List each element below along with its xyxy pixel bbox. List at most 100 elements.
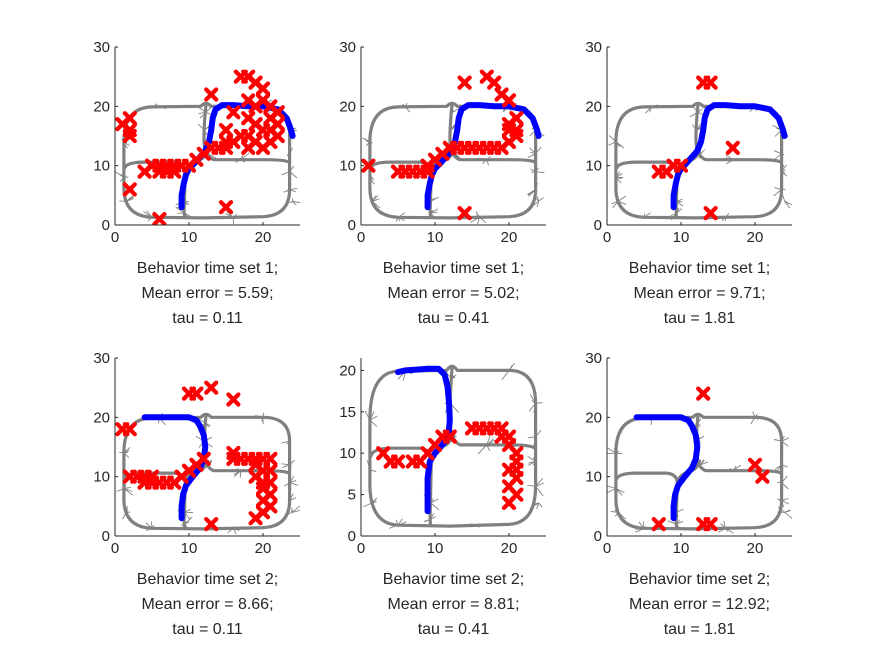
maze-texture-stroke: [774, 464, 782, 470]
true-trajectory-line: [141, 414, 209, 522]
plot-content: [115, 380, 300, 535]
maze-texture-stroke: [145, 527, 153, 531]
maze-texture-stroke: [369, 141, 373, 144]
maze-texture: [362, 100, 545, 225]
maze-texture-stroke: [283, 188, 290, 193]
maze-texture-stroke: [676, 520, 684, 525]
maze-texture-stroke: [644, 106, 652, 114]
maze-texture-stroke: [607, 447, 617, 454]
maze-texture-stroke: [538, 502, 543, 508]
maze-texture-stroke: [184, 523, 188, 530]
maze-texture-stroke: [430, 502, 440, 511]
maze-texture-stroke: [125, 509, 129, 513]
maze-texture-stroke: [365, 141, 371, 147]
x-tick-label: 20: [747, 540, 764, 557]
maze-texture-stroke: [718, 527, 726, 533]
y-tick-label: 5: [348, 487, 356, 504]
maze-texture-stroke: [773, 189, 782, 197]
y-tick-label: 30: [93, 39, 110, 56]
maze-texture-stroke: [635, 527, 645, 533]
maze-texture-stroke: [198, 111, 207, 115]
maze-texture-stroke: [369, 417, 372, 421]
maze-texture-stroke: [527, 461, 536, 466]
maze-texture-stroke: [532, 457, 536, 462]
maze-texture-stroke: [289, 200, 293, 204]
maze-texture-stroke: [368, 177, 371, 183]
maze-texture-stroke: [207, 153, 216, 159]
maze-texture-stroke: [289, 165, 295, 172]
maze-texture-stroke: [527, 436, 536, 439]
maze-texture-stroke: [405, 106, 411, 113]
x-tick-label: 20: [255, 229, 272, 246]
maze-texture-stroke: [784, 200, 788, 203]
maze-texture-stroke: [125, 195, 134, 202]
decoded-point-marker: [703, 517, 718, 532]
maze-texture-stroke: [123, 484, 127, 489]
maze-texture-stroke: [670, 212, 677, 221]
maze-texture-stroke: [184, 512, 191, 520]
maze-texture-stroke: [754, 414, 758, 418]
maze-texture-stroke: [779, 475, 783, 483]
maze-texture-stroke: [643, 212, 651, 218]
decoded-point-marker: [218, 122, 234, 138]
maze-texture-stroke: [638, 215, 645, 218]
maze-texture-stroke: [395, 217, 399, 222]
maze-texture-stroke: [693, 106, 699, 113]
maze-texture-stroke: [180, 523, 185, 526]
maze-texture-stroke: [754, 416, 759, 420]
maze-texture-stroke: [145, 522, 153, 529]
maze-texture-stroke: [204, 129, 208, 136]
subplot-caption-line: Behavior time set 2;: [383, 571, 524, 588]
maze-texture-stroke: [363, 502, 373, 508]
y-tick-label: 0: [348, 528, 356, 545]
maze-texture-stroke: [781, 499, 790, 505]
maze-texture-stroke: [617, 200, 627, 205]
maze-texture-stroke: [725, 154, 734, 161]
maze-texture-stroke: [289, 498, 293, 501]
y-tick-label: 0: [594, 217, 602, 234]
maze-texture-stroke: [146, 210, 153, 218]
maze-texture-stroke: [535, 433, 538, 437]
maze-texture-stroke: [617, 195, 627, 202]
maze-texture-stroke: [777, 506, 785, 513]
x-tick-label: 20: [747, 229, 764, 246]
maze-texture-stroke: [723, 521, 726, 529]
maze-texture-stroke: [451, 376, 456, 380]
maze-texture-stroke: [696, 112, 699, 116]
x-tick-label: 20: [501, 540, 518, 557]
y-tick-label: 30: [339, 39, 356, 56]
maze-segment-1: [615, 471, 679, 530]
decoded-point-marker: [226, 392, 241, 407]
maze-texture-stroke: [781, 437, 790, 442]
maze-texture-stroke: [430, 212, 437, 220]
plot-content: [608, 75, 792, 222]
maze-texture-stroke: [536, 201, 540, 208]
maze-texture-stroke: [615, 488, 623, 496]
maze-texture-stroke: [689, 111, 699, 118]
maze-texture-stroke: [289, 480, 292, 483]
y-tick-label: 20: [339, 98, 356, 115]
maze-texture-stroke: [154, 106, 160, 109]
maze-texture-stroke: [430, 512, 435, 520]
maze-texture-stroke: [184, 212, 192, 218]
maze-texture-stroke: [371, 199, 377, 202]
true-trajectory-line: [670, 102, 788, 211]
maze-texture-stroke: [289, 171, 298, 179]
maze-texture-stroke: [615, 141, 625, 149]
maze-texture-stroke: [240, 154, 244, 160]
maze-texture-stroke: [697, 418, 702, 424]
maze-texture-stroke: [284, 482, 290, 487]
maze-texture-stroke: [613, 447, 617, 454]
maze-texture-stroke: [486, 156, 491, 161]
maze-texture-stroke: [615, 488, 625, 494]
maze-texture-stroke: [397, 521, 407, 526]
maze-texture-stroke: [486, 435, 491, 446]
maze-texture-stroke: [691, 124, 697, 131]
decoded-point-marker: [226, 105, 241, 120]
maze-texture-stroke: [288, 500, 291, 508]
maze-texture-stroke: [607, 485, 617, 489]
subplot-caption-line: Mean error = 9.71;: [633, 285, 765, 302]
maze-texture-stroke: [720, 523, 726, 529]
maze-texture-stroke: [533, 403, 537, 413]
decoded-point-marker: [509, 122, 524, 138]
